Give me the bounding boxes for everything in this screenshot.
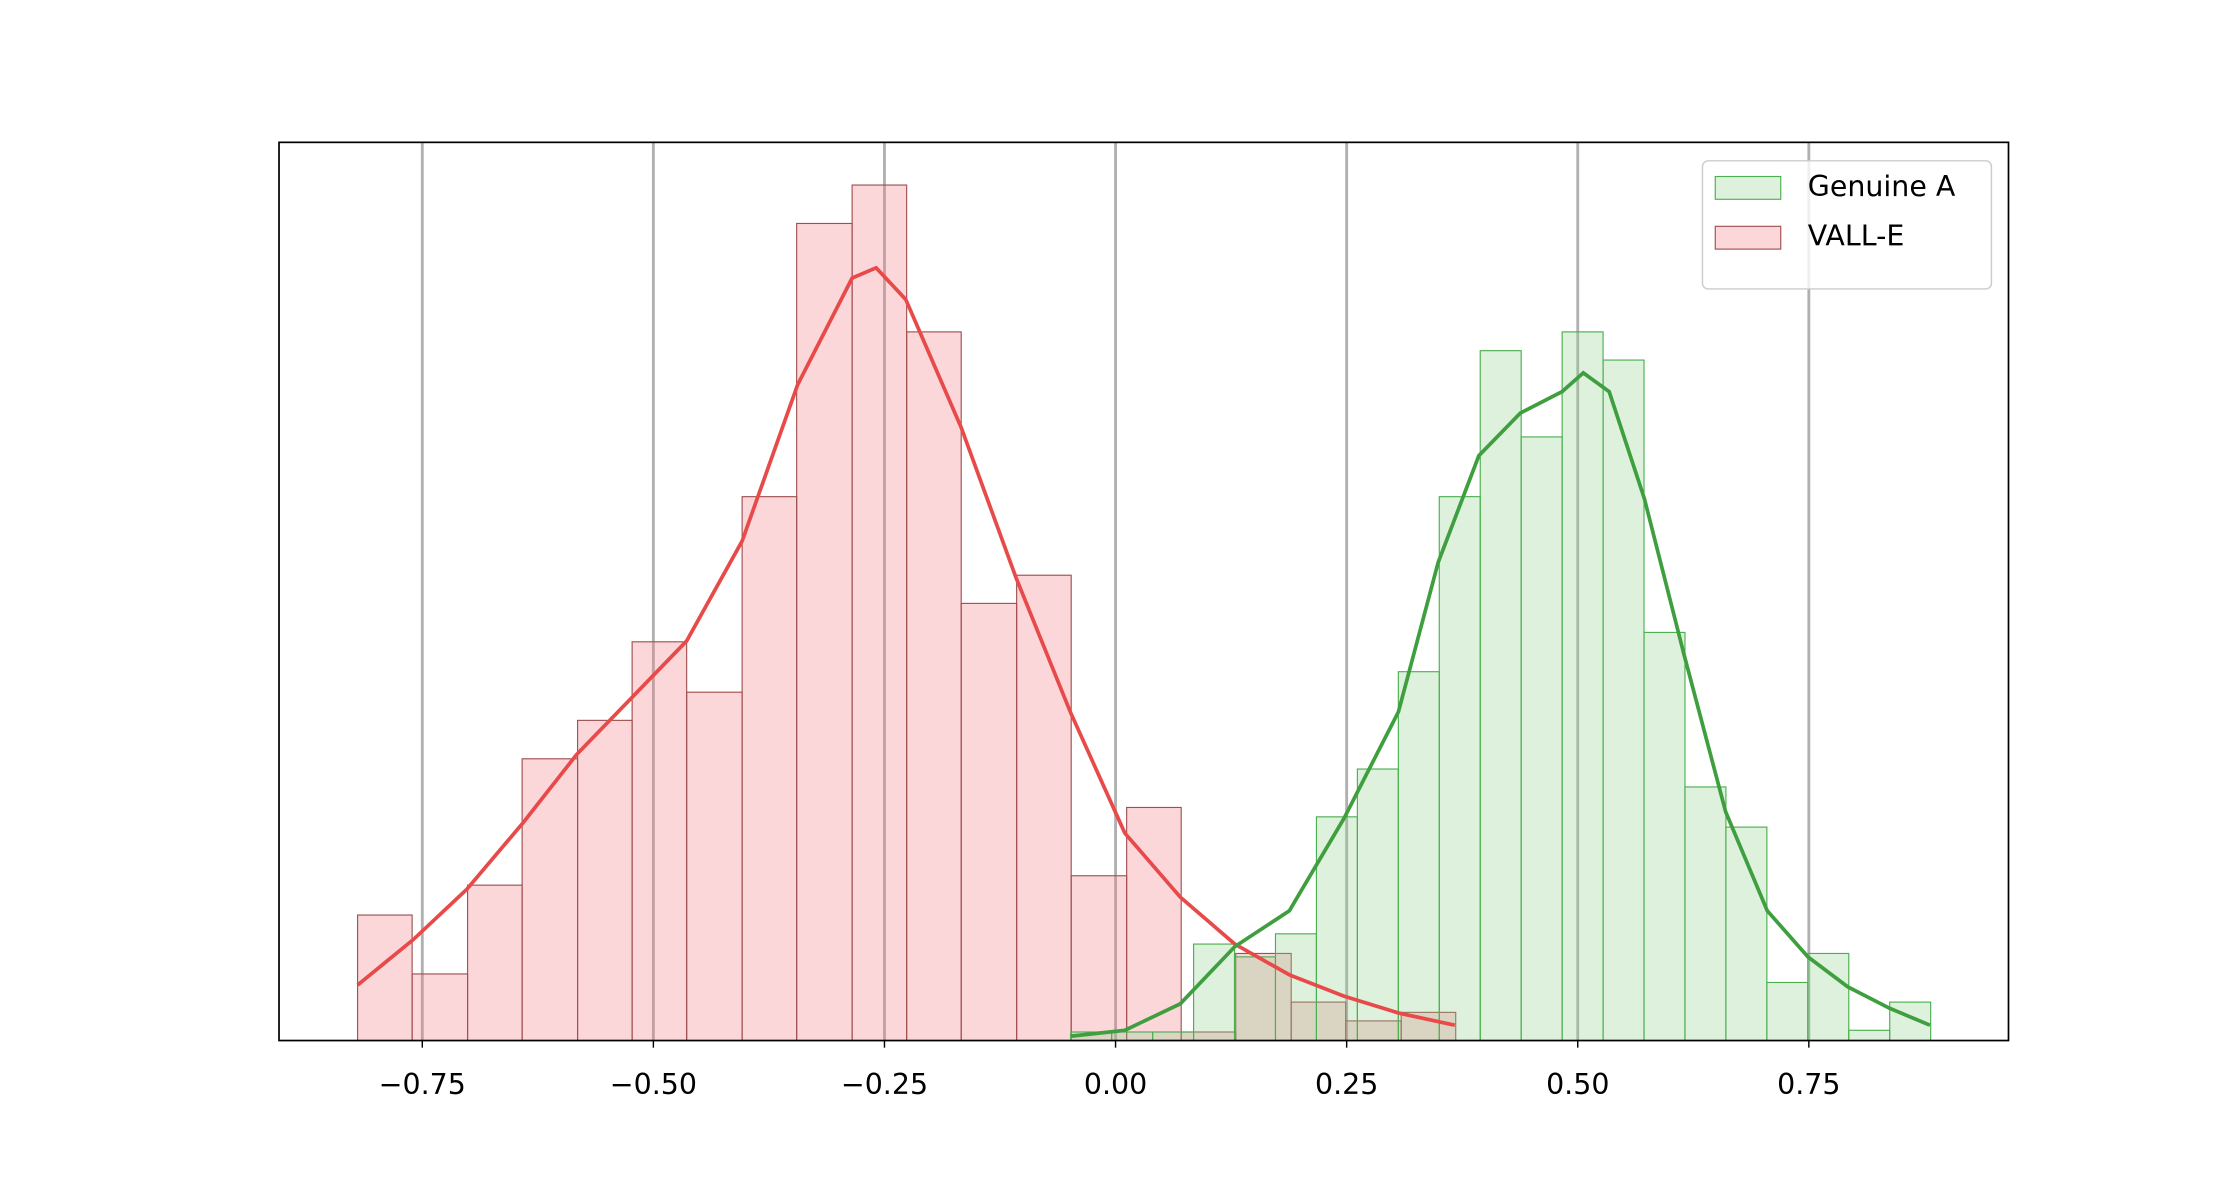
kde-line (356, 265, 1456, 1027)
bar (960, 602, 1018, 1042)
bar (1520, 436, 1563, 1042)
legend-swatch (1714, 175, 1782, 200)
bar (1479, 350, 1522, 1042)
bar (1274, 933, 1317, 1042)
bar (1684, 786, 1727, 1042)
bar (411, 973, 469, 1042)
legend-label: Genuine A (1808, 170, 1956, 203)
bar (1193, 943, 1236, 1042)
bar (1111, 1031, 1154, 1042)
bar (1356, 768, 1399, 1042)
bar (1315, 816, 1358, 1042)
bar (577, 719, 633, 1042)
bar (467, 884, 523, 1042)
grid (420, 142, 1811, 1041)
bar (1848, 1029, 1891, 1042)
bar (1438, 496, 1481, 1042)
x-tick-label: −0.25 (841, 1068, 928, 1101)
bar (1397, 671, 1440, 1042)
x-tick-label: 0.50 (1546, 1068, 1609, 1101)
kde-line (1070, 370, 1931, 1039)
x-axis: −0.75 −0.50 −0.25 0.00 0.25 0.50 0.75 (379, 1040, 1841, 1101)
legend-swatch (1714, 225, 1782, 250)
bar (1233, 956, 1277, 1042)
x-tick-label: −0.50 (610, 1068, 697, 1101)
legend: Genuine A VALL-E (1701, 160, 1993, 290)
bar (686, 691, 743, 1042)
x-tick-label: −0.75 (379, 1068, 466, 1101)
axes-frame (278, 141, 2010, 1042)
x-tick-label: 0.00 (1084, 1068, 1147, 1101)
bar (796, 222, 853, 1042)
bars (357, 184, 1932, 1042)
bar (1561, 331, 1604, 1042)
x-tick-label: 0.75 (1777, 1068, 1840, 1101)
bar (1016, 574, 1072, 1042)
legend-label: VALL-E (1808, 220, 1905, 253)
bar (741, 496, 798, 1042)
bar (631, 641, 688, 1042)
bar (521, 758, 579, 1042)
bar (1235, 952, 1292, 1042)
bar (1643, 631, 1686, 1042)
bar (1807, 952, 1850, 1042)
x-tick-label: 0.25 (1315, 1068, 1378, 1101)
bar (1152, 1031, 1195, 1042)
legend-box (1701, 160, 1993, 290)
bar (1070, 875, 1128, 1042)
kde-lines (356, 265, 1931, 1039)
bar (906, 331, 962, 1042)
bar (1602, 359, 1645, 1042)
bar (851, 184, 908, 1042)
bar (1766, 981, 1809, 1042)
